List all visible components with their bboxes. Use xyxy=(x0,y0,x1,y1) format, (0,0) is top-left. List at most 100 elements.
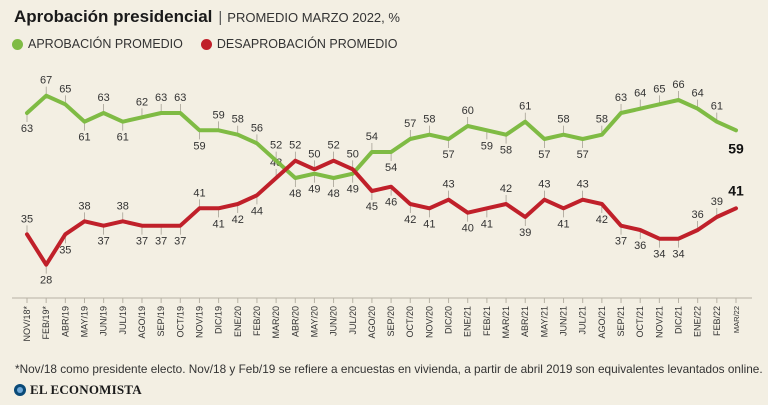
x-tick-label: DIC/19 xyxy=(214,306,224,334)
data-label-disapproval: 43 xyxy=(577,179,589,191)
data-label-disapproval: 52 xyxy=(289,140,301,152)
data-label-disapproval: 39 xyxy=(711,196,723,208)
data-label-approval: 63 xyxy=(174,92,186,104)
data-label-disapproval: 52 xyxy=(327,140,339,152)
data-label-disapproval: 37 xyxy=(615,236,627,248)
data-label-disapproval: 37 xyxy=(174,236,186,248)
x-tick-label: MAR/20 xyxy=(271,306,281,339)
data-label-disapproval: 38 xyxy=(117,200,129,212)
x-tick-label: AGO/21 xyxy=(597,306,607,339)
disapproval-line xyxy=(25,158,738,267)
x-tick-label: MAR/21 xyxy=(501,306,511,339)
data-label-disapproval: 36 xyxy=(634,240,646,252)
legend-swatch-disapproval xyxy=(200,38,212,50)
x-tick-label: JUL/20 xyxy=(348,306,358,335)
x-tick-label: MAR/22 xyxy=(732,306,741,333)
x-tick-label: FEB/22 xyxy=(712,306,722,336)
data-label-disapproval: 43 xyxy=(442,179,454,191)
data-label-disapproval: 37 xyxy=(155,236,167,248)
data-label-disapproval: 36 xyxy=(692,209,704,221)
x-tick-label: ABR/19 xyxy=(60,306,70,337)
data-label-approval: 57 xyxy=(538,149,550,161)
data-label-disapproval: 45 xyxy=(366,201,378,213)
data-label-approval: 58 xyxy=(500,145,512,157)
data-label-approval: 58 xyxy=(557,114,569,126)
data-label-approval: 57 xyxy=(577,149,589,161)
x-tick-label: OCT/19 xyxy=(175,306,185,338)
data-label-approval: 58 xyxy=(596,114,608,126)
x-tick-label: NOV/20 xyxy=(424,306,434,338)
x-tick-label: ABR/21 xyxy=(520,306,530,337)
x-tick-label: AGO/19 xyxy=(137,306,147,339)
x-tick-label: NOV/21 xyxy=(654,306,664,338)
data-label-disapproval: 40 xyxy=(462,223,474,235)
x-tick-label: ABR/20 xyxy=(290,306,300,337)
x-tick-label: DIC/21 xyxy=(674,306,684,334)
data-label-approval: 56 xyxy=(251,122,263,134)
x-tick-label: OCT/20 xyxy=(405,306,415,338)
data-label-approval: 62 xyxy=(136,96,148,108)
data-label-approval: 52 xyxy=(270,140,282,152)
data-label-disapproval: 39 xyxy=(519,227,531,239)
data-label-approval: 59 xyxy=(212,109,224,121)
chart-title: Aprobación presidencial xyxy=(14,7,213,26)
x-tick-label: ENE/22 xyxy=(693,306,703,337)
data-label-approval: 66 xyxy=(672,79,684,91)
x-tick-label: JUL/21 xyxy=(578,306,588,335)
data-label-approval: 54 xyxy=(385,162,397,174)
title-separator: | xyxy=(218,9,223,26)
data-label-disapproval: 42 xyxy=(232,214,244,226)
data-label-approval: 49 xyxy=(308,184,320,196)
data-label-approval: 58 xyxy=(423,114,435,126)
x-tick-label: NOV/18* xyxy=(22,306,32,342)
data-label-approval: 63 xyxy=(21,123,33,135)
data-label-disapproval: 35 xyxy=(59,244,71,256)
chart-subtitle: PROMEDIO MARZO 2022, % xyxy=(227,10,400,25)
data-label-disapproval: 37 xyxy=(98,236,110,248)
x-tick-label: ENE/21 xyxy=(463,306,473,337)
data-label-disapproval: 41 xyxy=(557,218,569,230)
data-label-approval: 63 xyxy=(155,92,167,104)
data-label-approval: 57 xyxy=(404,118,416,130)
legend-item-approval: APROBACIÓN PROMEDIO xyxy=(12,37,183,51)
data-label-approval: 48 xyxy=(289,188,301,200)
data-label-disapproval: 35 xyxy=(21,213,33,225)
final-label-approval: 59 xyxy=(728,140,744,156)
x-tick-label: ENE/20 xyxy=(233,306,243,337)
data-label-disapproval: 46 xyxy=(385,197,397,209)
data-label-approval: 61 xyxy=(78,132,90,144)
data-label-disapproval: 41 xyxy=(481,218,493,230)
data-label-disapproval: 41 xyxy=(193,187,205,199)
data-label-disapproval: 37 xyxy=(136,236,148,248)
data-label-approval: 63 xyxy=(98,92,110,104)
x-tick-label: FEB/21 xyxy=(482,306,492,336)
data-label-approval: 49 xyxy=(347,184,359,196)
chart-header: Aprobación presidencial | PROMEDIO MARZO 2… xyxy=(14,7,400,27)
x-tick-label: MAY/21 xyxy=(539,306,549,337)
data-label-approval: 65 xyxy=(59,83,71,95)
footnote: *Nov/18 como presidente electo. Nov/18 y… xyxy=(15,362,763,376)
brand-icon xyxy=(14,384,26,396)
data-label-approval: 64 xyxy=(692,88,704,100)
data-label-approval: 64 xyxy=(634,88,646,100)
x-tick-label: FEB/19* xyxy=(41,306,51,340)
data-label-disapproval: 38 xyxy=(78,200,90,212)
x-tick-label: JUL/19 xyxy=(118,306,128,335)
x-tick-label: DIC/20 xyxy=(444,306,454,334)
data-label-approval: 59 xyxy=(481,140,493,152)
data-label-approval: 61 xyxy=(711,101,723,113)
data-label-disapproval: 43 xyxy=(538,179,550,191)
data-label-approval: 54 xyxy=(366,131,378,143)
x-tick-label: JUN/21 xyxy=(559,306,569,336)
data-label-approval: 63 xyxy=(615,92,627,104)
approval-line xyxy=(25,93,738,180)
data-label-approval: 48 xyxy=(327,188,339,200)
data-label-disapproval: 50 xyxy=(347,148,359,160)
chart-legend: APROBACIÓN PROMEDIO DESAPROBACIÓN PROMED… xyxy=(12,37,415,51)
data-label-approval: 59 xyxy=(193,140,205,152)
data-label-approval: 67 xyxy=(40,75,52,87)
data-label-disapproval: 44 xyxy=(251,205,263,217)
data-label-disapproval: 34 xyxy=(653,249,665,261)
data-label-disapproval: 42 xyxy=(596,214,608,226)
